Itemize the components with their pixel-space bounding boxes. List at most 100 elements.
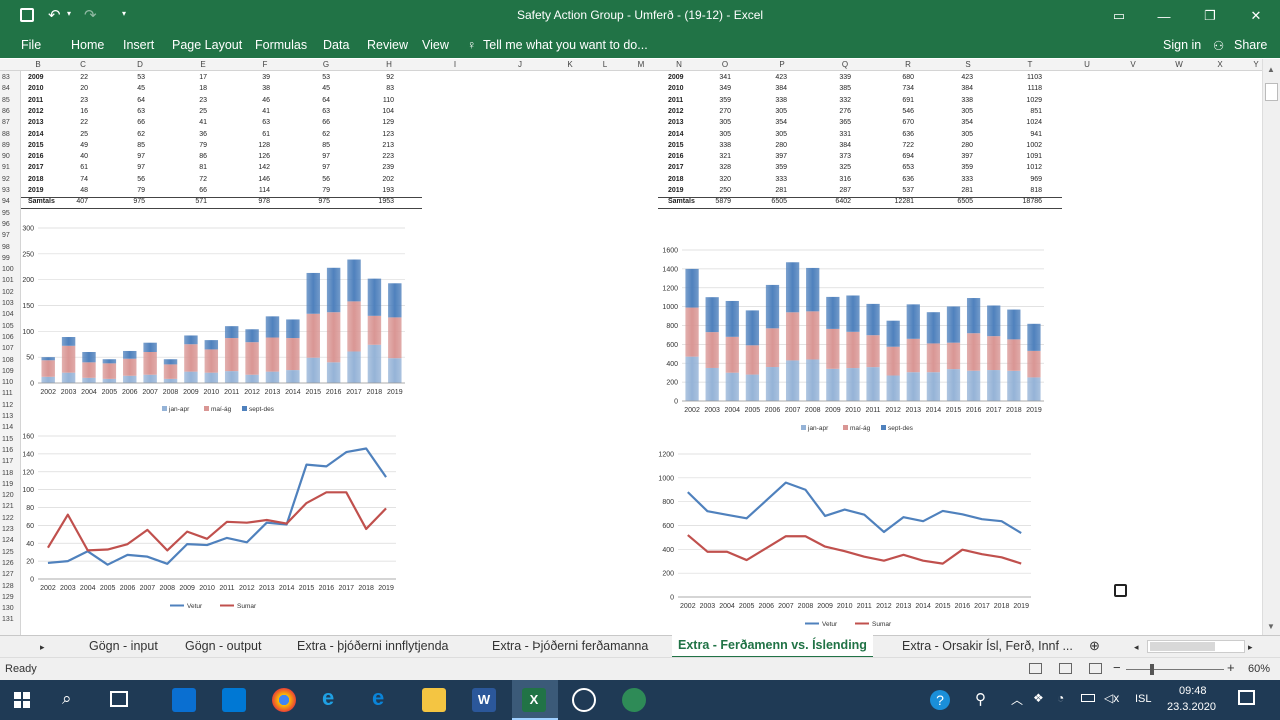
table-cell[interactable]: 321	[719, 153, 731, 161]
undo-icon[interactable]: ↶	[48, 7, 61, 24]
excel-icon[interactable]: X	[522, 688, 546, 712]
row-header[interactable]: 84	[2, 85, 10, 93]
ribbon-display-icon[interactable]: ▭	[1112, 8, 1126, 23]
table-cell[interactable]: 1012	[1026, 164, 1042, 172]
table-cell[interactable]: 72	[199, 175, 207, 183]
table-cell[interactable]: 270	[719, 107, 731, 115]
table-cell[interactable]: 193	[382, 187, 394, 194]
table-cell[interactable]: 636	[902, 130, 914, 138]
table-cell[interactable]: 56	[137, 175, 145, 183]
internet-explorer-icon[interactable]: e	[322, 685, 335, 710]
column-header[interactable]: D	[137, 60, 143, 69]
table-total-cell[interactable]: 407	[76, 198, 88, 206]
table-cell[interactable]: 62	[322, 130, 330, 138]
table-year-cell[interactable]: 2010	[668, 85, 684, 93]
table-cell[interactable]: 691	[902, 96, 914, 104]
table-cell[interactable]: 851	[1030, 107, 1042, 115]
help-icon[interactable]: ?	[930, 690, 950, 710]
table-cell[interactable]: 332	[839, 96, 851, 104]
table-cell[interactable]: 53	[322, 74, 330, 81]
tab-data[interactable]: Data	[323, 38, 350, 52]
restore-button[interactable]: ❐	[1204, 8, 1216, 23]
table-cell[interactable]: 48	[80, 187, 88, 194]
lightbulb-icon[interactable]: ♀	[467, 38, 477, 52]
sign-in-link[interactable]: Sign in	[1163, 38, 1202, 52]
row-header[interactable]: 95	[2, 209, 10, 217]
column-header[interactable]: G	[322, 60, 330, 69]
table-cell[interactable]: 61	[80, 164, 88, 172]
table-cell[interactable]: 20	[80, 85, 88, 93]
table-total-cell[interactable]: 6402	[835, 198, 851, 206]
column-header[interactable]: H	[386, 60, 392, 69]
table-cell[interactable]: 423	[961, 74, 973, 81]
table-cell[interactable]: 223	[382, 153, 394, 161]
tab-insert[interactable]: Insert	[123, 38, 155, 52]
row-header[interactable]: 114	[2, 424, 14, 432]
table-cell[interactable]: 45	[322, 85, 330, 93]
table-cell[interactable]: 123	[382, 130, 394, 138]
table-cell[interactable]: 83	[386, 85, 394, 93]
table-cell[interactable]: 45	[137, 85, 145, 93]
table-cell[interactable]: 359	[775, 164, 787, 172]
row-header[interactable]: 113	[2, 413, 14, 420]
row-header[interactable]: 96	[2, 220, 10, 228]
table-cell[interactable]: 359	[961, 164, 973, 172]
table-year-cell[interactable]: 2014	[28, 130, 44, 138]
tab-home[interactable]: Home	[71, 38, 105, 52]
clock-time[interactable]: 09:48	[1179, 685, 1207, 697]
tab-view[interactable]: View	[422, 38, 449, 52]
table-cell[interactable]: 359	[719, 96, 731, 104]
table-cell[interactable]: 349	[719, 85, 731, 93]
row-header[interactable]: 103	[2, 300, 14, 307]
table-cell[interactable]: 41	[199, 119, 207, 127]
table-cell[interactable]: 338	[961, 96, 973, 104]
table-cell[interactable]: 281	[775, 187, 787, 194]
table-cell[interactable]: 287	[839, 187, 851, 194]
table-total-cell[interactable]: 975	[133, 198, 145, 206]
tray-chevron-icon[interactable]: ︿	[1011, 693, 1024, 707]
table-cell[interactable]: 85	[322, 141, 330, 149]
column-header[interactable]: M	[637, 60, 645, 69]
table-cell[interactable]: 280	[961, 141, 973, 149]
zoom-slider-thumb[interactable]	[1150, 664, 1154, 675]
row-header[interactable]: 124	[2, 537, 14, 545]
task-view-icon[interactable]	[110, 691, 128, 707]
people-icon[interactable]: ⚲	[975, 691, 986, 708]
table-cell[interactable]: 25	[80, 130, 88, 138]
row-header[interactable]: 91	[2, 164, 10, 172]
table-cell[interactable]: 969	[1030, 175, 1042, 183]
table-cell[interactable]: 97	[137, 153, 145, 161]
table-total-label[interactable]: Samtals	[668, 198, 695, 206]
table-total-cell[interactable]: 18786	[1022, 198, 1042, 206]
table-cell[interactable]: 22	[80, 74, 88, 81]
table-cell[interactable]: 305	[719, 119, 731, 127]
save-icon[interactable]	[20, 8, 34, 22]
row-header[interactable]: 93	[2, 187, 10, 194]
table-cell[interactable]: 61	[262, 130, 270, 138]
table-cell[interactable]: 397	[775, 153, 787, 161]
table-cell[interactable]: 354	[775, 119, 787, 127]
table-cell[interactable]: 56	[322, 175, 330, 183]
table-cell[interactable]: 331	[839, 130, 851, 138]
clock-date[interactable]: 23.3.2020	[1167, 701, 1216, 713]
table-cell[interactable]: 202	[382, 175, 394, 183]
table-total-cell[interactable]: 978	[258, 198, 270, 206]
table-cell[interactable]: 63	[137, 107, 145, 115]
sheet-tab[interactable]: Extra - Þjóðerni ferðamanna	[492, 639, 649, 653]
row-header[interactable]: 102	[2, 288, 14, 296]
table-year-cell[interactable]: 2014	[668, 130, 684, 138]
row-header[interactable]: 127	[2, 571, 14, 579]
table-cell[interactable]: 62	[137, 130, 145, 138]
redo-icon[interactable]: ↷	[84, 7, 97, 24]
column-header[interactable]: S	[965, 60, 971, 69]
tab-page-layout[interactable]: Page Layout	[172, 38, 243, 52]
column-header[interactable]: I	[453, 60, 457, 69]
table-cell[interactable]: 23	[80, 96, 88, 104]
row-header[interactable]: 105	[2, 322, 14, 330]
table-cell[interactable]: 384	[775, 85, 787, 93]
table-cell[interactable]: 66	[137, 119, 145, 127]
row-header[interactable]: 98	[2, 243, 10, 251]
table-cell[interactable]: 341	[719, 74, 731, 81]
table-cell[interactable]: 114	[258, 187, 270, 194]
